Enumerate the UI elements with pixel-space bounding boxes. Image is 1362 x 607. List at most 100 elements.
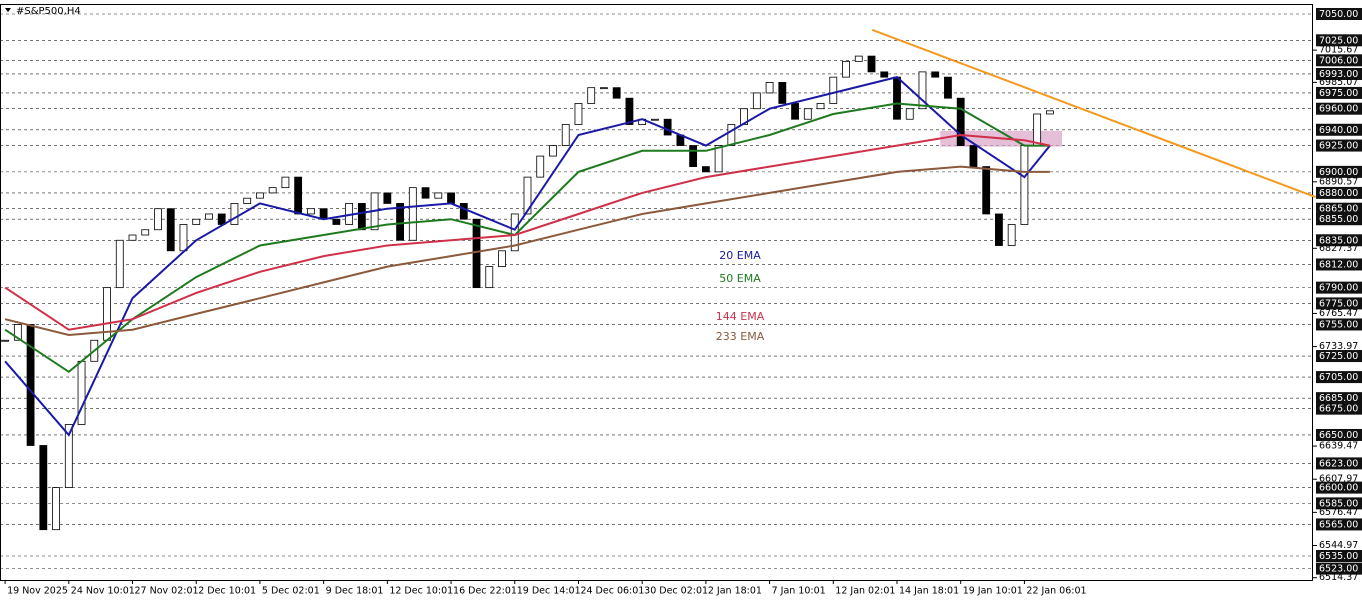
ema-line (4, 133, 1051, 331)
y-tick-label: 6535.00 (1319, 551, 1358, 562)
candle (205, 213, 213, 220)
candle (651, 118, 659, 121)
candle (791, 103, 799, 120)
x-tick-label: 19 Dec 14:01 (517, 586, 581, 597)
candle (306, 208, 315, 215)
price-label-box (1316, 550, 1362, 563)
x-tick-label: 2 Jan 18:01 (708, 586, 762, 597)
y-tick-label: 6514.37 (1319, 572, 1358, 583)
candle (956, 97, 965, 146)
legend-label: 233 EMA (716, 330, 765, 343)
ema-line (4, 76, 1051, 437)
candle (128, 234, 137, 241)
price-label-box (1316, 165, 1362, 178)
y-tick-label: 6960.00 (1319, 104, 1358, 115)
price-label-box (1316, 213, 1362, 226)
candle (549, 145, 557, 157)
x-tick-label: 19 Nov 2025 (7, 586, 68, 597)
x-tick-label: 9 Dec 18:01 (326, 586, 384, 597)
candle (612, 87, 621, 99)
price-label-box (1316, 562, 1362, 575)
candle (192, 218, 201, 225)
candle (842, 60, 850, 78)
x-tick-label: 12 Dec 10:01 (389, 586, 453, 597)
y-tick-label: 6623.00 (1319, 458, 1358, 469)
y-tick-label: 6812.00 (1319, 259, 1358, 270)
candle (1033, 113, 1042, 146)
y-tick-label: 6755.00 (1319, 319, 1358, 330)
candle (498, 250, 506, 267)
x-tick-label: 24 Dec 06:01 (580, 586, 644, 597)
y-tick-label: 7006.00 (1319, 55, 1358, 66)
candle (52, 487, 60, 531)
ema-line (4, 165, 1050, 337)
y-tick-label: 6523.00 (1319, 564, 1358, 575)
y-tick-label: 6585.00 (1319, 498, 1358, 509)
candle (587, 87, 596, 104)
candle (434, 192, 443, 199)
candle (1007, 224, 1016, 246)
x-tick-label: 19 Jan 10:01 (963, 586, 1023, 597)
price-label-box (1316, 481, 1362, 494)
candle (752, 92, 761, 110)
candle (459, 203, 468, 220)
price-label-box (1316, 54, 1362, 67)
price-label-box (1316, 428, 1362, 441)
price-label-box (1316, 297, 1362, 310)
candle (701, 166, 710, 173)
candle (778, 82, 787, 104)
price-label-box (1316, 139, 1362, 152)
candle (1045, 110, 1054, 115)
ema-line (4, 102, 1050, 374)
legend-label: 20 EMA (719, 249, 761, 262)
candle (294, 176, 303, 215)
price-label-box (1316, 86, 1362, 99)
candle (472, 218, 481, 289)
y-tick-label: 6835.00 (1319, 235, 1358, 246)
candle (829, 76, 838, 104)
candle (383, 192, 392, 204)
candle (523, 176, 532, 215)
trendline (871, 28, 1316, 199)
y-tick-label: 6865.00 (1319, 204, 1358, 215)
price-label-box (1316, 281, 1362, 294)
y-tick-label: 6855.00 (1319, 214, 1358, 225)
x-tick-label: 14 Jan 18:01 (899, 586, 959, 597)
y-tick-label: 6565.00 (1319, 519, 1358, 530)
y-tick-label: 7050.00 (1319, 9, 1358, 20)
price-label-box (1316, 392, 1362, 405)
y-tick-label: 6890.57 (1319, 176, 1358, 187)
candle (600, 87, 608, 90)
candle (179, 224, 188, 252)
candle (995, 213, 1003, 246)
y-tick-label: 6975.00 (1319, 88, 1358, 99)
candle (39, 445, 48, 531)
x-tick-label: 12 Jan 02:01 (835, 586, 895, 597)
price-label-box (1316, 457, 1362, 470)
y-tick-label: 6900.00 (1319, 167, 1358, 178)
plot-frame (0, 4, 1313, 581)
y-tick-label: 6650.00 (1319, 430, 1358, 441)
y-tick-label: 6675.00 (1319, 404, 1358, 415)
candle (268, 187, 277, 194)
candle (854, 55, 863, 62)
candle (396, 203, 404, 241)
y-tick-label: 6940.00 (1319, 125, 1358, 136)
candle (536, 155, 545, 178)
candle (867, 55, 876, 73)
y-tick-label: 6985.07 (1319, 77, 1358, 88)
y-tick-label: 6775.00 (1319, 298, 1358, 309)
price-label-box (1316, 67, 1362, 80)
candle (893, 76, 901, 120)
y-tick-label: 6705.00 (1319, 372, 1358, 383)
y-tick-label: 6827.37 (1319, 243, 1358, 254)
candle (357, 203, 366, 231)
price-label-box (1316, 497, 1362, 510)
price-label-box (1316, 7, 1362, 20)
y-tick-label: 6600.00 (1319, 483, 1358, 494)
candle (918, 71, 927, 110)
candle (1, 339, 10, 342)
candle (944, 76, 952, 99)
y-tick-label: 7015.67 (1319, 45, 1358, 56)
